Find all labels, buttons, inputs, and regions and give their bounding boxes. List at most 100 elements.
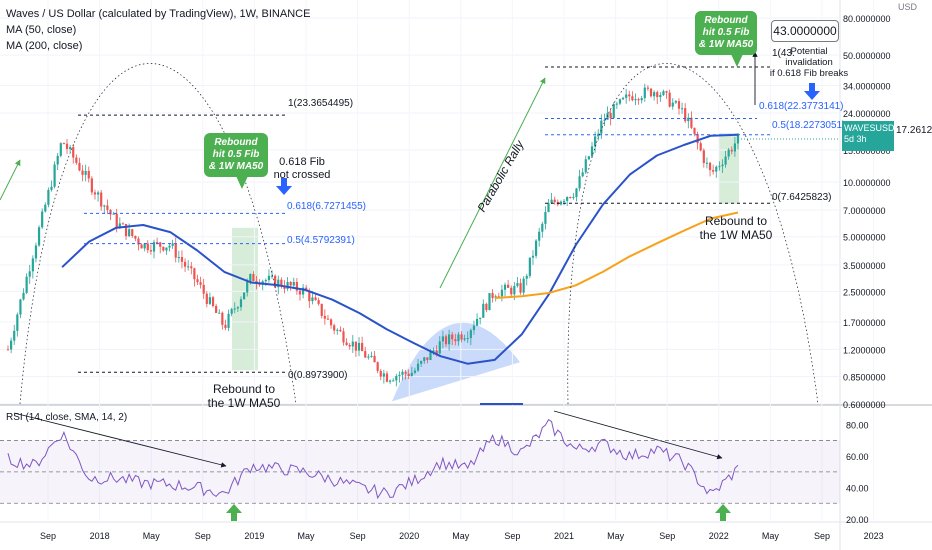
rsi-tick-label: 40.00 — [846, 484, 869, 494]
candle-body — [72, 147, 75, 158]
candle-body — [643, 87, 646, 99]
time-tick-label: Sep — [350, 531, 366, 541]
candle-body — [199, 282, 202, 285]
rebound-right-line2: the 1W MA50 — [699, 228, 773, 242]
candle-body — [718, 166, 721, 168]
candle-body — [131, 229, 134, 236]
candle-body — [559, 201, 563, 205]
callout-left-line2: hit 0.5 Fib — [212, 149, 260, 160]
candle-body — [668, 92, 671, 107]
time-tick-label: May — [762, 531, 780, 541]
rebound-right-note: Rebound to the 1W MA50 — [694, 214, 778, 242]
candle-body — [124, 223, 128, 237]
candle-body — [407, 373, 410, 376]
candle-body — [22, 292, 25, 300]
candle-body — [444, 336, 448, 345]
candle-body — [441, 336, 444, 342]
candle-body — [364, 351, 367, 358]
callout-left: Rebound hit 0.5 Fib & 1W MA50 — [204, 133, 268, 189]
candle-body — [289, 281, 292, 286]
candle-body — [311, 297, 314, 302]
candle-body — [472, 325, 476, 331]
candle-body — [292, 281, 295, 286]
candle-body — [75, 157, 78, 163]
candle-body — [239, 299, 243, 308]
candle-body — [544, 211, 547, 224]
candle-body — [208, 297, 212, 304]
candle-body — [653, 92, 656, 97]
time-tick-label: May — [452, 531, 470, 541]
candle-body — [121, 223, 125, 225]
candle-body — [112, 213, 115, 215]
candle-body — [500, 289, 504, 297]
candle-body — [649, 88, 653, 97]
rsi-legend[interactable]: RSI (14, close, SMA, 14, 2) — [6, 412, 128, 423]
callout-right-line2: hit 0.5 Fib — [702, 27, 750, 38]
candle-body — [236, 307, 239, 309]
candle-body — [218, 312, 221, 314]
candle-body — [47, 189, 50, 205]
candle-body — [606, 113, 609, 120]
candle-body — [165, 247, 168, 251]
candle-body — [62, 143, 66, 145]
candle-body — [37, 227, 41, 246]
blue-arrow-left — [276, 178, 292, 195]
accumulation-zone — [392, 322, 520, 402]
price-tick-label: 15.0000000 — [843, 146, 891, 156]
candle-body — [646, 87, 650, 89]
candle-body — [128, 229, 131, 237]
candle-body — [156, 242, 159, 244]
early-trend-arrow — [0, 159, 21, 201]
candle-body — [361, 342, 364, 352]
candle-body — [587, 156, 590, 160]
candle-body — [367, 356, 370, 358]
candle-body — [56, 155, 59, 165]
candle-body — [662, 91, 665, 96]
candle-body — [491, 293, 494, 299]
rsi-tick-label: 20.00 — [846, 515, 869, 525]
candle-body — [149, 250, 152, 252]
invalidation-note: Potential invalidation if 0.618 Fib brea… — [764, 46, 854, 79]
candle-body — [224, 324, 227, 328]
candle-body — [721, 164, 724, 167]
candle-body — [528, 257, 531, 276]
candle-body — [413, 370, 417, 373]
candle-body — [575, 188, 578, 197]
candle-body — [708, 162, 712, 171]
last-price-tag[interactable]: WAVESUSD 17.2612346 5d 3h — [842, 121, 932, 151]
candle-body — [115, 213, 118, 228]
candle-body — [16, 314, 19, 331]
target-price-box[interactable]: 43.0000000 — [771, 20, 839, 42]
candle-body — [190, 266, 193, 269]
candle-body — [354, 341, 358, 351]
candle-body — [246, 281, 249, 293]
candle-body — [482, 303, 485, 318]
candle-body — [699, 143, 702, 151]
candle-body — [562, 200, 566, 202]
rsi-tick-label: 60.00 — [846, 452, 869, 462]
ma200-line — [494, 211, 739, 299]
price-tick-label: 34.0000000 — [843, 82, 891, 92]
invalidation-line1: Potential — [790, 46, 828, 57]
price-tick-label: 50.0000000 — [843, 51, 891, 61]
candle-body — [215, 306, 218, 313]
candle-body — [392, 380, 395, 382]
candle-body — [233, 308, 236, 310]
candle-body — [280, 279, 283, 287]
ma50-legend[interactable]: MA (50, close) — [6, 24, 77, 36]
candle-body — [78, 162, 81, 171]
parabolic-trend-arrow — [439, 77, 546, 289]
candle-body — [329, 319, 333, 326]
candle-body — [373, 355, 376, 363]
candle-body — [429, 351, 432, 360]
candle-body — [277, 279, 280, 288]
callout-right: Rebound hit 0.5 Fib & 1W MA50 — [695, 11, 757, 67]
candle-body — [81, 170, 84, 175]
candle-body — [507, 284, 510, 288]
candle-body — [180, 257, 184, 262]
candle-body — [618, 99, 622, 104]
candle-body — [348, 345, 351, 347]
invalidation-line3: if 0.618 Fib breaks — [769, 68, 849, 79]
ma200-legend[interactable]: MA (200, close) — [6, 40, 83, 52]
